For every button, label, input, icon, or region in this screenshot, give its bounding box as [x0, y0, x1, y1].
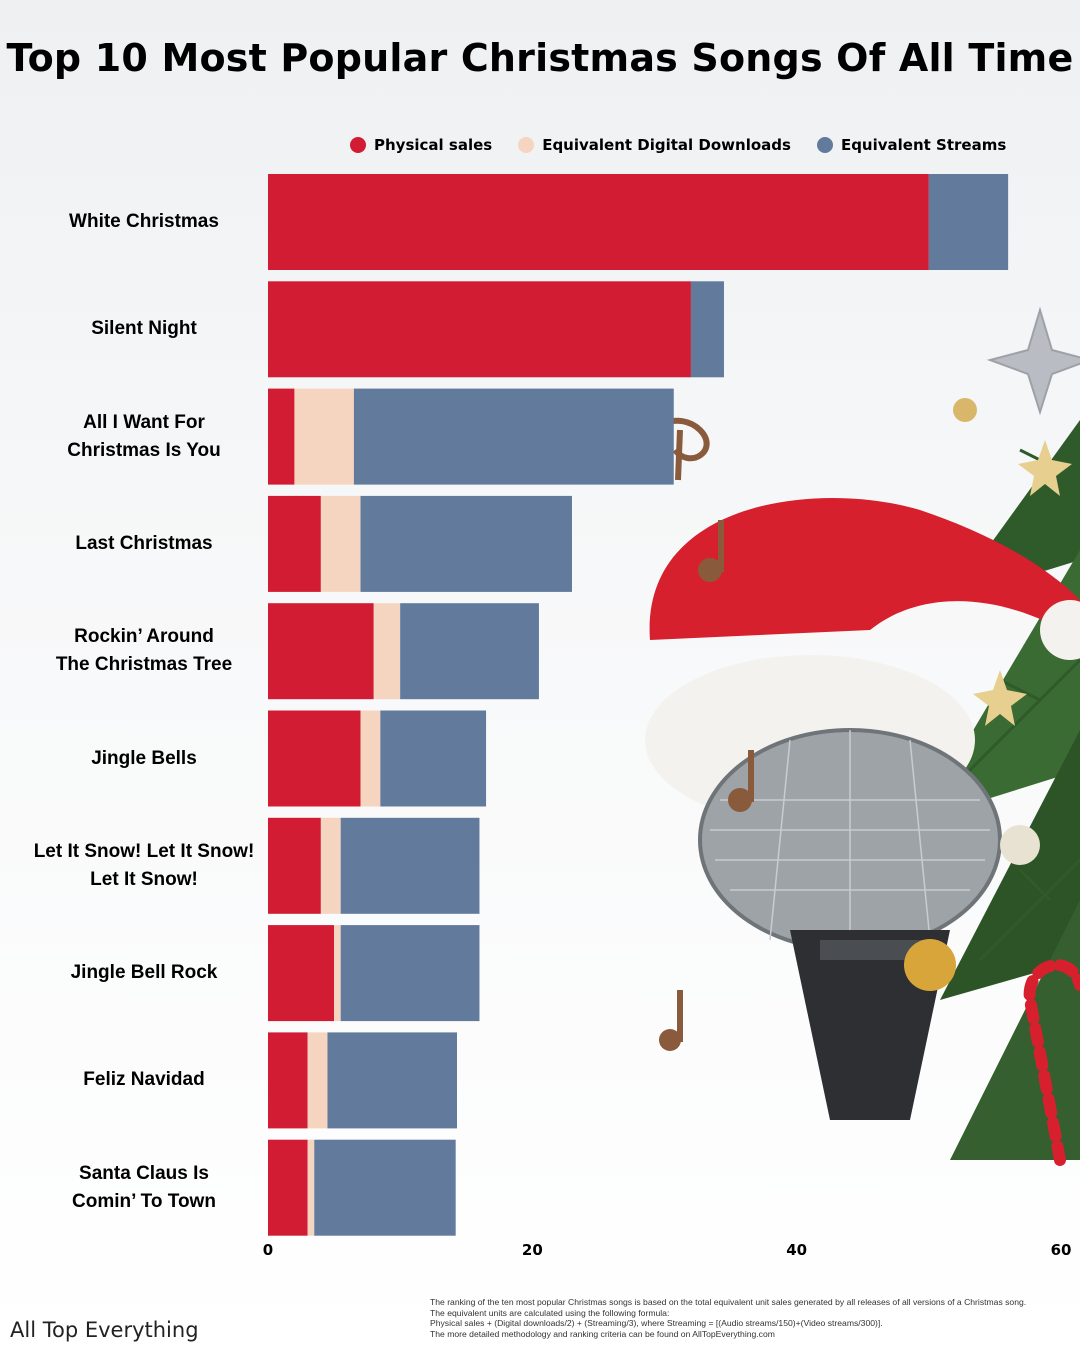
bar-segment-physical-sales	[268, 495, 321, 592]
legend-item: Physical sales	[350, 136, 492, 154]
bar-segment-physical-sales	[268, 174, 929, 270]
category-label: Last Christmas	[75, 532, 213, 554]
gold-ornament-icon	[904, 939, 956, 991]
brand-logo-text: All Top Everything	[10, 1318, 199, 1342]
category-label: Santa Claus Is Comin’ To Town	[72, 1162, 216, 1212]
bar-segment-equivalent-streams	[690, 281, 724, 378]
bar-segment-equivalent-streams	[340, 817, 480, 914]
legend-label: Equivalent Digital Downloads	[542, 136, 791, 154]
x-tick-label: 20	[522, 1241, 543, 1259]
category-label: Feliz Navidad	[83, 1069, 205, 1091]
bar-segment-equivalent-streams	[340, 925, 480, 1022]
legend-swatch	[816, 137, 833, 153]
category-label: White Christmas	[69, 211, 219, 232]
gold-star-icon	[973, 670, 1027, 726]
bar-segment-physical-sales	[268, 817, 321, 914]
bar-segment-equivalent-streams	[360, 495, 572, 592]
bar-segment-equivalent-streams	[327, 1032, 457, 1129]
category-label: Jingle Bells	[91, 747, 197, 769]
legend-swatch	[518, 137, 535, 153]
candy-cane-icon	[1023, 959, 1080, 1166]
legend-label: Equivalent Streams	[840, 136, 1007, 154]
bar-segment-physical-sales	[268, 388, 295, 485]
bar-segment-equivalent-streams	[400, 603, 539, 700]
gold-ornament-icon	[953, 398, 977, 422]
category-label: Rockin’ Around The Christmas Tree	[55, 626, 233, 676]
bar-segment-equivalent-digital-downloads	[373, 603, 401, 700]
x-tick-label: 60	[1051, 1241, 1072, 1259]
bar-segment-equivalent-digital-downloads	[294, 388, 354, 485]
bar-segment-physical-sales	[268, 281, 691, 378]
bar-segment-equivalent-digital-downloads	[307, 1139, 315, 1236]
footnote-line: The ranking of the ten most popular Chri…	[430, 1297, 1027, 1307]
category-label: Silent Night	[91, 318, 197, 340]
legend-item: Equivalent Streams	[816, 136, 1007, 154]
stacked-bar-chart: 0 20 40 60	[263, 174, 1072, 1259]
methodology-footnote: The ranking of the ten most popular Chri…	[430, 1297, 1075, 1339]
bar-segment-equivalent-streams	[353, 388, 674, 485]
legend-item: Equivalent Digital Downloads	[518, 136, 791, 154]
silver-ornament-icon	[1000, 825, 1040, 865]
bar-segment-physical-sales	[268, 1139, 308, 1236]
legend-label: Physical sales	[374, 136, 493, 154]
christmas-microphone-illustration	[645, 306, 1080, 1166]
chart-legend: Physical sales Equivalent Digital Downloa…	[350, 134, 1006, 156]
silver-star-icon	[986, 306, 1080, 416]
footnote-line: The equivalent units are calculated usin…	[430, 1307, 670, 1318]
footnote-line: Physical sales + (Digital downloads/2) +…	[430, 1318, 883, 1329]
category-label: Let It Snow! Let It Snow! Let It Snow!	[33, 840, 255, 890]
footnote-line: The more detailed methodology and rankin…	[430, 1328, 775, 1339]
page-title: Top 10 Most Popular Christmas Songs Of A…	[6, 36, 1074, 80]
bar-segment-equivalent-digital-downloads	[360, 710, 381, 807]
bar-segment-equivalent-digital-downloads	[334, 925, 341, 1022]
bar-segment-physical-sales	[268, 925, 335, 1022]
bar-segment-equivalent-digital-downloads	[307, 1032, 328, 1129]
x-tick-label: 0	[263, 1241, 273, 1259]
bar-segment-equivalent-streams	[380, 710, 487, 807]
bar-segment-physical-sales	[268, 1032, 308, 1129]
bar-segment-equivalent-streams	[928, 174, 1009, 270]
legend-swatch	[350, 137, 366, 153]
bar-segment-physical-sales	[268, 603, 374, 700]
bar-segment-equivalent-digital-downloads	[320, 817, 341, 914]
x-tick-label: 40	[786, 1241, 807, 1259]
bar-segment-equivalent-digital-downloads	[320, 495, 361, 592]
bar-segment-equivalent-streams	[314, 1139, 456, 1236]
bar-segment-physical-sales	[268, 710, 361, 807]
gold-star-icon	[1018, 440, 1072, 496]
category-label: All I Want For Christmas Is You	[67, 411, 221, 461]
category-label: Jingle Bell Rock	[70, 962, 218, 984]
